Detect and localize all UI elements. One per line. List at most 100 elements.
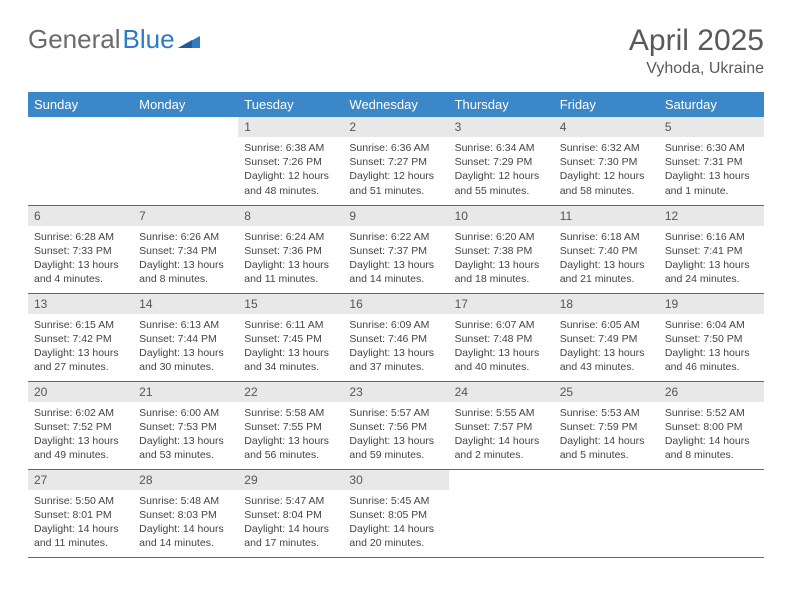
calendar-header-row: SundayMondayTuesdayWednesdayThursdayFrid… [28, 92, 764, 117]
day-cell: 28Sunrise: 5:48 AMSunset: 8:03 PMDayligh… [133, 469, 238, 557]
day-number: 17 [449, 294, 554, 314]
weekday-header: Sunday [28, 92, 133, 117]
day-number: 15 [238, 294, 343, 314]
day-body: Sunrise: 6:15 AMSunset: 7:42 PMDaylight:… [28, 314, 133, 381]
calendar-week-row: 27Sunrise: 5:50 AMSunset: 8:01 PMDayligh… [28, 469, 764, 557]
day-body: Sunrise: 6:13 AMSunset: 7:44 PMDaylight:… [133, 314, 238, 381]
day-body: Sunrise: 5:48 AMSunset: 8:03 PMDaylight:… [133, 490, 238, 557]
day-body: Sunrise: 6:30 AMSunset: 7:31 PMDaylight:… [659, 137, 764, 204]
day-cell: 30Sunrise: 5:45 AMSunset: 8:05 PMDayligh… [343, 469, 448, 557]
day-cell: 22Sunrise: 5:58 AMSunset: 7:55 PMDayligh… [238, 381, 343, 469]
calendar-week-row: 6Sunrise: 6:28 AMSunset: 7:33 PMDaylight… [28, 205, 764, 293]
day-number: 20 [28, 382, 133, 402]
day-cell: 12Sunrise: 6:16 AMSunset: 7:41 PMDayligh… [659, 205, 764, 293]
weekday-header: Tuesday [238, 92, 343, 117]
day-cell: 19Sunrise: 6:04 AMSunset: 7:50 PMDayligh… [659, 293, 764, 381]
weekday-header: Friday [554, 92, 659, 117]
day-cell: 29Sunrise: 5:47 AMSunset: 8:04 PMDayligh… [238, 469, 343, 557]
day-body: Sunrise: 6:09 AMSunset: 7:46 PMDaylight:… [343, 314, 448, 381]
weekday-header: Thursday [449, 92, 554, 117]
day-cell: 10Sunrise: 6:20 AMSunset: 7:38 PMDayligh… [449, 205, 554, 293]
day-number: 5 [659, 117, 764, 137]
day-cell: 16Sunrise: 6:09 AMSunset: 7:46 PMDayligh… [343, 293, 448, 381]
title-block: April 2025 Vyhoda, Ukraine [629, 24, 764, 78]
day-cell: 2Sunrise: 6:36 AMSunset: 7:27 PMDaylight… [343, 117, 448, 205]
day-body: Sunrise: 6:05 AMSunset: 7:49 PMDaylight:… [554, 314, 659, 381]
logo: GeneralBlue [28, 24, 200, 55]
day-body: Sunrise: 5:55 AMSunset: 7:57 PMDaylight:… [449, 402, 554, 469]
day-body: Sunrise: 5:53 AMSunset: 7:59 PMDaylight:… [554, 402, 659, 469]
day-cell: 7Sunrise: 6:26 AMSunset: 7:34 PMDaylight… [133, 205, 238, 293]
day-cell: 23Sunrise: 5:57 AMSunset: 7:56 PMDayligh… [343, 381, 448, 469]
day-number: 3 [449, 117, 554, 137]
day-number: 7 [133, 206, 238, 226]
logo-text-blue: Blue [123, 24, 175, 55]
day-number: 8 [238, 206, 343, 226]
day-number: 11 [554, 206, 659, 226]
logo-text-gray: General [28, 24, 121, 55]
day-number: 16 [343, 294, 448, 314]
day-cell: 26Sunrise: 5:52 AMSunset: 8:00 PMDayligh… [659, 381, 764, 469]
day-cell: 9Sunrise: 6:22 AMSunset: 7:37 PMDaylight… [343, 205, 448, 293]
day-body: Sunrise: 6:26 AMSunset: 7:34 PMDaylight:… [133, 226, 238, 293]
day-cell: 14Sunrise: 6:13 AMSunset: 7:44 PMDayligh… [133, 293, 238, 381]
empty-cell [133, 117, 238, 205]
day-cell: 5Sunrise: 6:30 AMSunset: 7:31 PMDaylight… [659, 117, 764, 205]
day-body: Sunrise: 5:52 AMSunset: 8:00 PMDaylight:… [659, 402, 764, 469]
day-cell: 18Sunrise: 6:05 AMSunset: 7:49 PMDayligh… [554, 293, 659, 381]
day-number: 22 [238, 382, 343, 402]
day-cell: 15Sunrise: 6:11 AMSunset: 7:45 PMDayligh… [238, 293, 343, 381]
day-body: Sunrise: 6:28 AMSunset: 7:33 PMDaylight:… [28, 226, 133, 293]
day-number: 19 [659, 294, 764, 314]
day-number: 9 [343, 206, 448, 226]
day-body: Sunrise: 6:22 AMSunset: 7:37 PMDaylight:… [343, 226, 448, 293]
day-body: Sunrise: 6:20 AMSunset: 7:38 PMDaylight:… [449, 226, 554, 293]
day-cell: 21Sunrise: 6:00 AMSunset: 7:53 PMDayligh… [133, 381, 238, 469]
empty-cell [449, 469, 554, 557]
day-number: 28 [133, 470, 238, 490]
calendar-week-row: 13Sunrise: 6:15 AMSunset: 7:42 PMDayligh… [28, 293, 764, 381]
day-cell: 4Sunrise: 6:32 AMSunset: 7:30 PMDaylight… [554, 117, 659, 205]
day-cell: 17Sunrise: 6:07 AMSunset: 7:48 PMDayligh… [449, 293, 554, 381]
day-number: 26 [659, 382, 764, 402]
day-number: 29 [238, 470, 343, 490]
day-number: 12 [659, 206, 764, 226]
day-number: 13 [28, 294, 133, 314]
day-number: 23 [343, 382, 448, 402]
day-number: 4 [554, 117, 659, 137]
day-body: Sunrise: 6:07 AMSunset: 7:48 PMDaylight:… [449, 314, 554, 381]
weekday-header: Saturday [659, 92, 764, 117]
day-cell: 8Sunrise: 6:24 AMSunset: 7:36 PMDaylight… [238, 205, 343, 293]
day-body: Sunrise: 6:36 AMSunset: 7:27 PMDaylight:… [343, 137, 448, 204]
day-body: Sunrise: 6:16 AMSunset: 7:41 PMDaylight:… [659, 226, 764, 293]
day-number: 24 [449, 382, 554, 402]
calendar-table: SundayMondayTuesdayWednesdayThursdayFrid… [28, 92, 764, 558]
day-body: Sunrise: 5:50 AMSunset: 8:01 PMDaylight:… [28, 490, 133, 557]
empty-cell [659, 469, 764, 557]
header: GeneralBlue April 2025 Vyhoda, Ukraine [28, 24, 764, 78]
day-body: Sunrise: 6:04 AMSunset: 7:50 PMDaylight:… [659, 314, 764, 381]
day-cell: 3Sunrise: 6:34 AMSunset: 7:29 PMDaylight… [449, 117, 554, 205]
day-body: Sunrise: 6:24 AMSunset: 7:36 PMDaylight:… [238, 226, 343, 293]
day-body: Sunrise: 6:02 AMSunset: 7:52 PMDaylight:… [28, 402, 133, 469]
day-cell: 13Sunrise: 6:15 AMSunset: 7:42 PMDayligh… [28, 293, 133, 381]
day-number: 21 [133, 382, 238, 402]
logo-mark-icon [178, 24, 200, 55]
day-body: Sunrise: 6:00 AMSunset: 7:53 PMDaylight:… [133, 402, 238, 469]
day-cell: 24Sunrise: 5:55 AMSunset: 7:57 PMDayligh… [449, 381, 554, 469]
day-body: Sunrise: 5:58 AMSunset: 7:55 PMDaylight:… [238, 402, 343, 469]
day-cell: 11Sunrise: 6:18 AMSunset: 7:40 PMDayligh… [554, 205, 659, 293]
weekday-header: Wednesday [343, 92, 448, 117]
day-number: 30 [343, 470, 448, 490]
day-body: Sunrise: 6:38 AMSunset: 7:26 PMDaylight:… [238, 137, 343, 204]
weekday-header: Monday [133, 92, 238, 117]
day-cell: 6Sunrise: 6:28 AMSunset: 7:33 PMDaylight… [28, 205, 133, 293]
day-number: 1 [238, 117, 343, 137]
day-body: Sunrise: 6:32 AMSunset: 7:30 PMDaylight:… [554, 137, 659, 204]
day-cell: 1Sunrise: 6:38 AMSunset: 7:26 PMDaylight… [238, 117, 343, 205]
day-body: Sunrise: 5:57 AMSunset: 7:56 PMDaylight:… [343, 402, 448, 469]
day-number: 25 [554, 382, 659, 402]
day-number: 10 [449, 206, 554, 226]
day-body: Sunrise: 6:11 AMSunset: 7:45 PMDaylight:… [238, 314, 343, 381]
empty-cell [554, 469, 659, 557]
